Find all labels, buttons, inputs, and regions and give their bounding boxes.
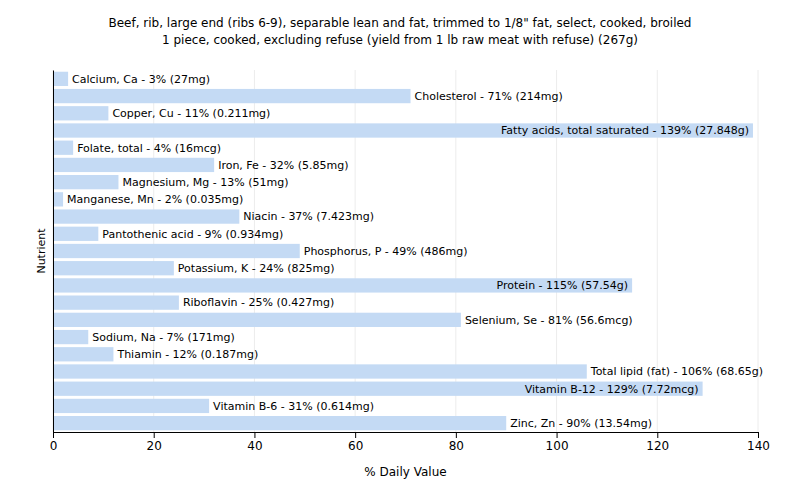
bar <box>53 313 461 327</box>
subtitle: 1 piece, cooked, excluding refuse (yield… <box>162 33 638 47</box>
x-tick-mark <box>657 432 658 438</box>
x-tick-mark <box>456 432 457 438</box>
chart: Beef, rib, large end (ribs 6-9), separab… <box>0 0 800 500</box>
x-tick: 120 <box>646 432 669 453</box>
bar <box>53 330 88 344</box>
data-label: Total lipid (fat) - 106% (68.65g) <box>590 365 763 378</box>
data-label: Iron, Fe - 32% (5.85mg) <box>218 159 348 172</box>
x-tick-label: 120 <box>646 439 669 453</box>
x-tick-label: 60 <box>348 439 363 453</box>
bar <box>53 399 209 413</box>
bar <box>53 72 68 86</box>
bar <box>53 278 632 292</box>
data-label: Niacin - 37% (7.423mg) <box>243 210 374 223</box>
x-tick-mark <box>355 432 356 438</box>
data-label: Magnesium, Mg - 13% (51mg) <box>122 176 288 189</box>
data-label: Calcium, Ca - 3% (27mg) <box>72 73 210 86</box>
data-label: Cholesterol - 71% (214mg) <box>415 90 563 103</box>
x-tick-label: 140 <box>747 439 770 453</box>
data-label: Vitamin B-12 - 129% (7.72mcg) <box>525 383 699 396</box>
x-tick-label: 0 <box>50 439 58 453</box>
data-label: Selenium, Se - 81% (56.6mcg) <box>465 314 633 327</box>
data-label: Pantothenic acid - 9% (0.934mg) <box>102 228 283 241</box>
x-tick: 60 <box>348 432 363 453</box>
bar <box>53 89 411 103</box>
bar <box>53 175 118 189</box>
bar <box>53 382 703 396</box>
bar <box>53 244 300 258</box>
bar <box>53 192 63 206</box>
data-label: Potassium, K - 24% (825mg) <box>178 262 335 275</box>
data-label: Protein - 115% (57.54g) <box>497 279 629 292</box>
data-labels: Calcium, Ca - 3% (27mg) Cholesterol - 71%… <box>67 73 763 430</box>
bar <box>53 123 753 137</box>
y-axis <box>53 71 54 433</box>
x-tick: 80 <box>449 432 464 453</box>
x-tick-label: 80 <box>449 439 464 453</box>
bar <box>53 261 174 275</box>
bar <box>53 227 98 241</box>
data-label: Zinc, Zn - 90% (13.54mg) <box>510 417 652 430</box>
x-tick: 140 <box>747 432 770 453</box>
x-axis-line <box>54 432 759 433</box>
data-label: Copper, Cu - 11% (0.211mg) <box>112 107 270 120</box>
x-axis: 0 20 40 60 80 100 120 140 <box>50 432 770 453</box>
x-tick: 20 <box>147 432 162 453</box>
x-tick-mark <box>758 432 759 438</box>
x-tick: 0 <box>50 432 58 453</box>
plot: 0 20 40 60 80 100 120 140 Calcium, Ca - 3% (27mg… <box>50 70 770 453</box>
data-label: Manganese, Mn - 2% (0.035mg) <box>67 193 243 206</box>
bar <box>53 347 113 361</box>
y-axis-line <box>53 71 54 433</box>
x-tick-label: 100 <box>546 439 569 453</box>
x-tick-mark <box>254 432 255 438</box>
x-tick-mark <box>53 432 54 438</box>
data-label: Phosphorus, P - 49% (486mg) <box>304 245 468 258</box>
title: Beef, rib, large end (ribs 6-9), separab… <box>109 16 692 30</box>
bar <box>53 209 239 223</box>
data-label: Vitamin B-6 - 31% (0.614mg) <box>213 400 374 413</box>
x-tick-label: 20 <box>147 439 162 453</box>
data-label: Thiamin - 12% (0.187mg) <box>116 348 258 361</box>
data-label: Sodium, Na - 7% (171mg) <box>92 331 235 344</box>
bar <box>53 141 73 155</box>
bar <box>53 416 506 430</box>
x-tick-mark <box>557 432 558 438</box>
x-axis-title: % Daily Value <box>364 465 446 479</box>
y-axis-title: Nutrient <box>35 228 48 274</box>
x-tick-mark <box>154 432 155 438</box>
bar <box>53 158 214 172</box>
bar <box>53 295 179 309</box>
data-label: Riboflavin - 25% (0.427mg) <box>183 296 334 309</box>
titles: Beef, rib, large end (ribs 6-9), separab… <box>109 16 692 47</box>
x-tick: 100 <box>546 432 569 453</box>
data-label: Folate, total - 4% (16mcg) <box>77 142 221 155</box>
x-tick: 40 <box>247 432 262 453</box>
grid-line <box>53 70 54 432</box>
x-tick-label: 40 <box>247 439 262 453</box>
data-label: Fatty acids, total saturated - 139% (27.… <box>501 124 749 137</box>
bar <box>53 106 108 120</box>
bar <box>53 364 587 378</box>
